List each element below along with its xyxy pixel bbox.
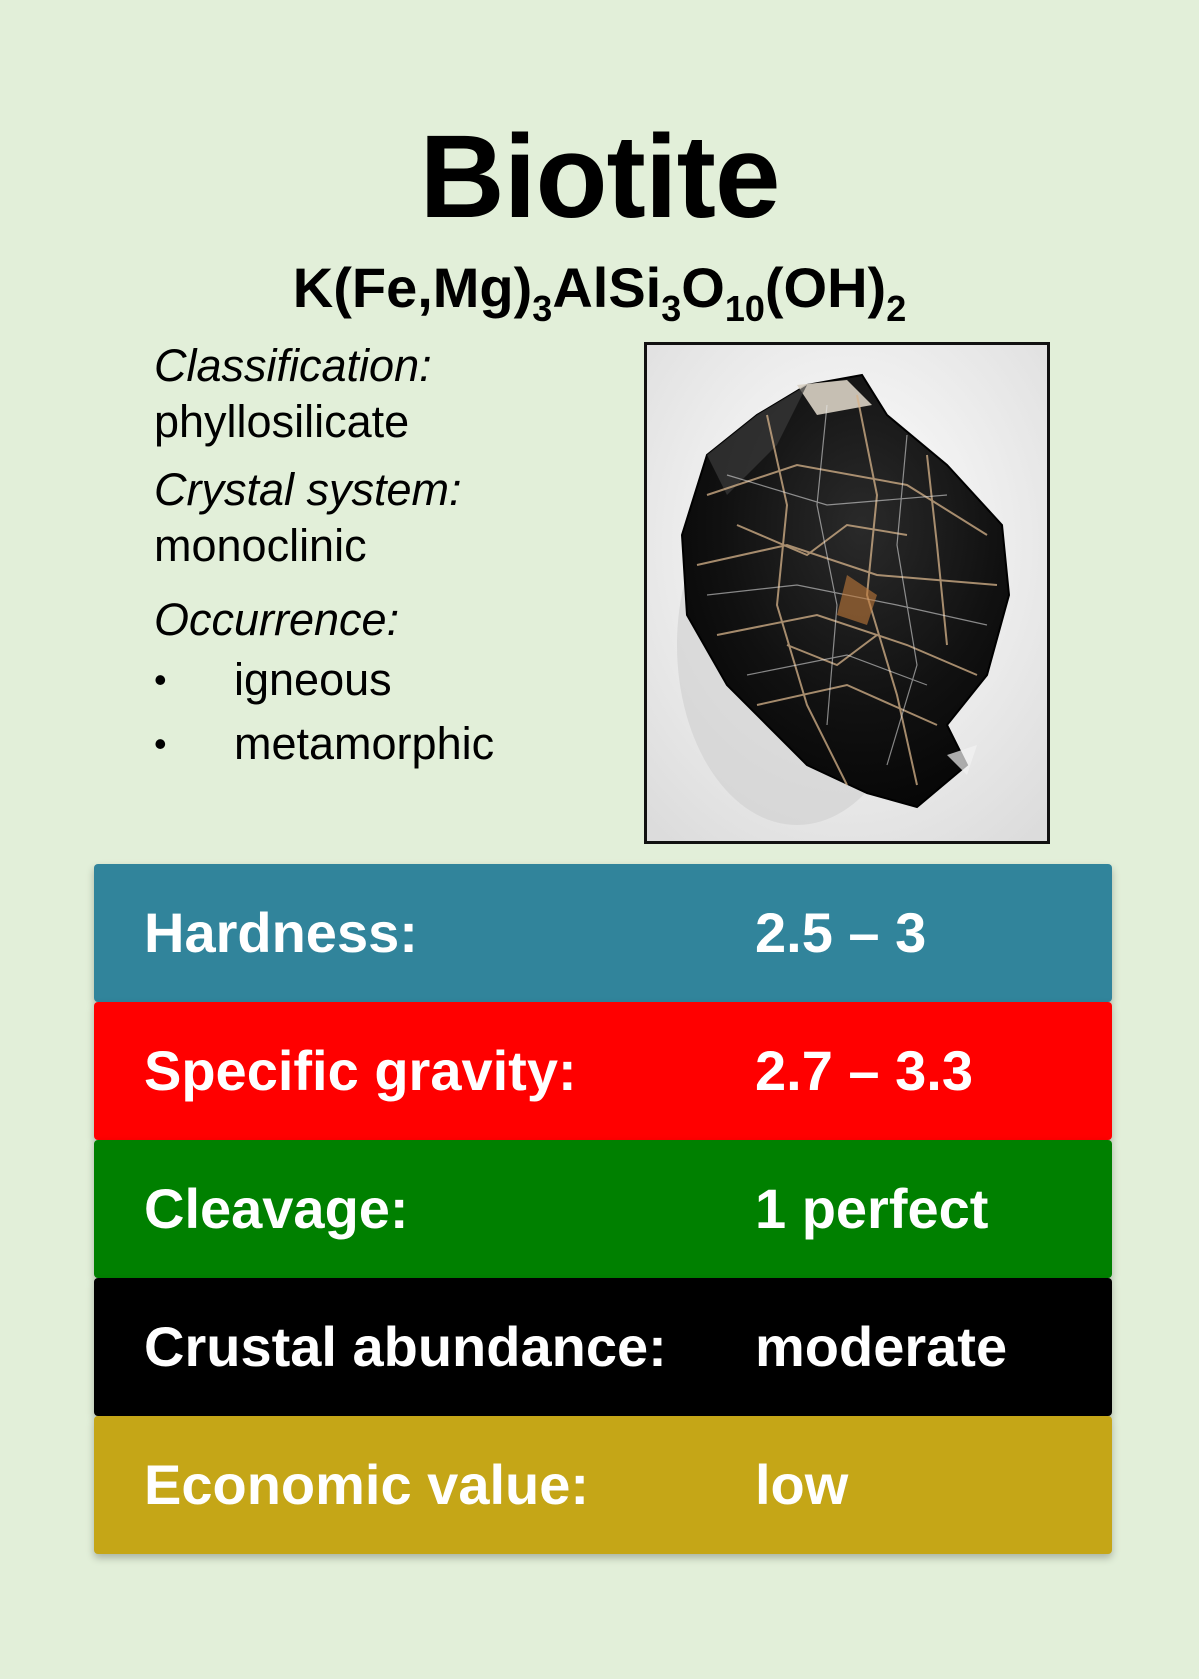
property-label: Economic value: bbox=[144, 1453, 590, 1516]
occurrence-item: • igneous bbox=[154, 648, 614, 712]
property-label: Cleavage: bbox=[144, 1177, 409, 1240]
formula-part: K(Fe,Mg) bbox=[292, 256, 533, 319]
formula-subscript: 10 bbox=[724, 288, 765, 329]
formula-subscript: 2 bbox=[886, 288, 907, 329]
bullet-icon: • bbox=[154, 659, 167, 700]
classification-label: Classification: bbox=[154, 340, 432, 391]
mineral-specimen-illustration bbox=[647, 345, 1047, 841]
property-row-specific-gravity: Specific gravity: 2.7 – 3.3 bbox=[94, 1002, 1112, 1140]
bullet-icon: • bbox=[154, 723, 167, 764]
formula-subscript: 3 bbox=[661, 288, 682, 329]
mineral-title: Biotite bbox=[419, 111, 780, 243]
classification-value: phyllosilicate bbox=[154, 396, 410, 447]
crystal-system-value: monoclinic bbox=[154, 520, 367, 571]
property-value: moderate bbox=[755, 1315, 1008, 1378]
property-label: Hardness: bbox=[144, 901, 418, 964]
occurrence-item-label: metamorphic bbox=[234, 718, 495, 769]
formula-part: AlSi bbox=[552, 256, 662, 319]
property-value: 1 perfect bbox=[755, 1177, 989, 1240]
chemical-formula: K(Fe,Mg)3AlSi3O10(OH)2 bbox=[0, 256, 1199, 327]
property-table: Hardness: 2.5 – 3 Specific gravity: 2.7 … bbox=[94, 864, 1112, 1554]
property-value: 2.7 – 3.3 bbox=[755, 1039, 973, 1102]
crystal-system-label: Crystal system: bbox=[154, 464, 462, 515]
property-row-economic-value: Economic value: low bbox=[94, 1416, 1112, 1554]
mineral-info: Classification: phyllosilicate Crystal s… bbox=[154, 338, 614, 776]
occurrence-label: Occurrence: bbox=[154, 594, 400, 645]
occurrence-item-label: igneous bbox=[234, 654, 392, 705]
formula-subscript: 3 bbox=[532, 288, 553, 329]
occurrence-item: • metamorphic bbox=[154, 712, 614, 776]
property-value: low bbox=[755, 1453, 849, 1516]
property-label: Specific gravity: bbox=[144, 1039, 577, 1102]
property-row-crustal-abundance: Crustal abundance: moderate bbox=[94, 1278, 1112, 1416]
property-label: Crustal abundance: bbox=[144, 1315, 667, 1378]
mineral-photo bbox=[644, 342, 1050, 844]
property-row-cleavage: Cleavage: 1 perfect bbox=[94, 1140, 1112, 1278]
property-value: 2.5 – 3 bbox=[755, 901, 927, 964]
property-row-hardness: Hardness: 2.5 – 3 bbox=[94, 864, 1112, 1002]
formula-part: O bbox=[681, 256, 725, 319]
formula-part: (OH) bbox=[764, 256, 887, 319]
